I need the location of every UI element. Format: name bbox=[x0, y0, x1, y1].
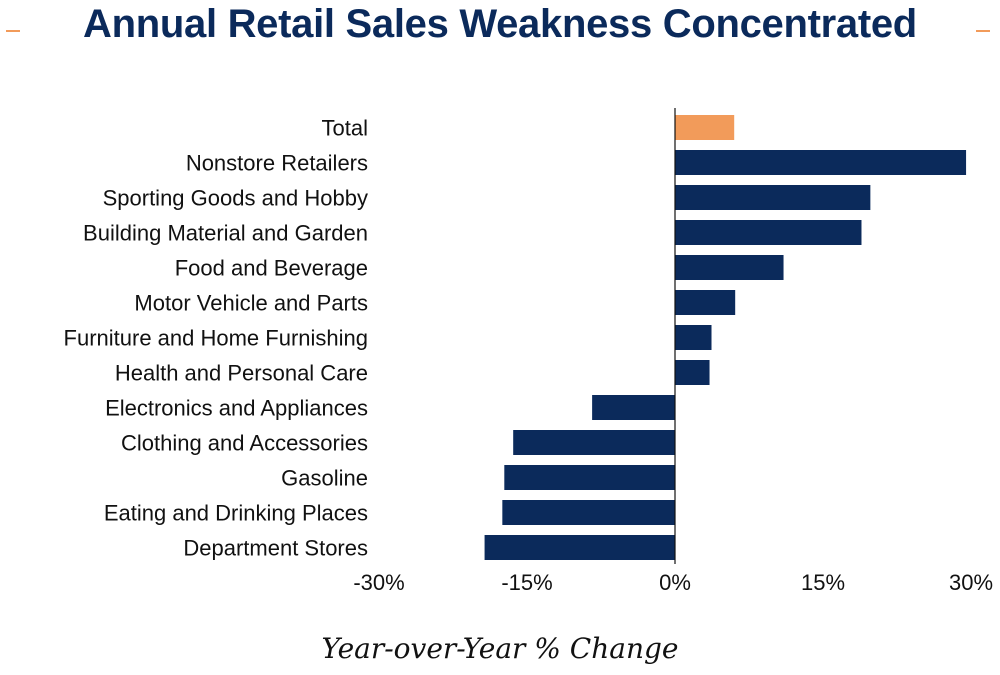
x-tick-label-2: 0% bbox=[659, 570, 691, 595]
bar-9 bbox=[513, 430, 675, 455]
category-label-8: Electronics and Appliances bbox=[105, 396, 368, 421]
x-tick-label-4: 30% bbox=[949, 570, 993, 595]
category-label-11: Eating and Drinking Places bbox=[104, 501, 368, 526]
category-label-0: Total bbox=[322, 116, 368, 141]
category-label-1: Nonstore Retailers bbox=[186, 151, 368, 176]
x-tick-label-3: 15% bbox=[801, 570, 845, 595]
bar-0 bbox=[675, 115, 735, 140]
category-label-12: Department Stores bbox=[183, 536, 368, 561]
bar-3 bbox=[675, 220, 862, 245]
category-label-9: Clothing and Accessories bbox=[121, 431, 368, 456]
bar-8 bbox=[592, 395, 675, 420]
chart-title: Annual Retail Sales Weakness Concentrate… bbox=[83, 2, 917, 46]
category-label-2: Sporting Goods and Hobby bbox=[103, 186, 368, 211]
x-tick-label-1: -15% bbox=[501, 570, 552, 595]
bar-12 bbox=[484, 535, 675, 560]
title-dash-left bbox=[6, 30, 20, 32]
bar-2 bbox=[675, 185, 871, 210]
bar-1 bbox=[675, 150, 967, 175]
bar-6 bbox=[675, 325, 712, 350]
bar-7 bbox=[675, 360, 710, 385]
title-dash-right bbox=[976, 30, 990, 32]
bar-11 bbox=[502, 500, 675, 525]
category-label-7: Health and Personal Care bbox=[115, 361, 368, 386]
category-label-3: Building Material and Garden bbox=[83, 221, 368, 246]
category-label-10: Gasoline bbox=[281, 466, 368, 491]
x-axis-label: Year-over-Year % Change bbox=[321, 632, 679, 665]
category-label-4: Food and Beverage bbox=[175, 256, 368, 281]
bar-10 bbox=[504, 465, 675, 490]
category-label-6: Furniture and Home Furnishing bbox=[64, 326, 368, 351]
bar-4 bbox=[675, 255, 784, 280]
category-label-5: Motor Vehicle and Parts bbox=[134, 291, 368, 316]
title-row: Annual Retail Sales Weakness Concentrate… bbox=[0, 0, 1000, 60]
x-tick-label-0: -30% bbox=[353, 570, 404, 595]
bar-5 bbox=[675, 290, 736, 315]
